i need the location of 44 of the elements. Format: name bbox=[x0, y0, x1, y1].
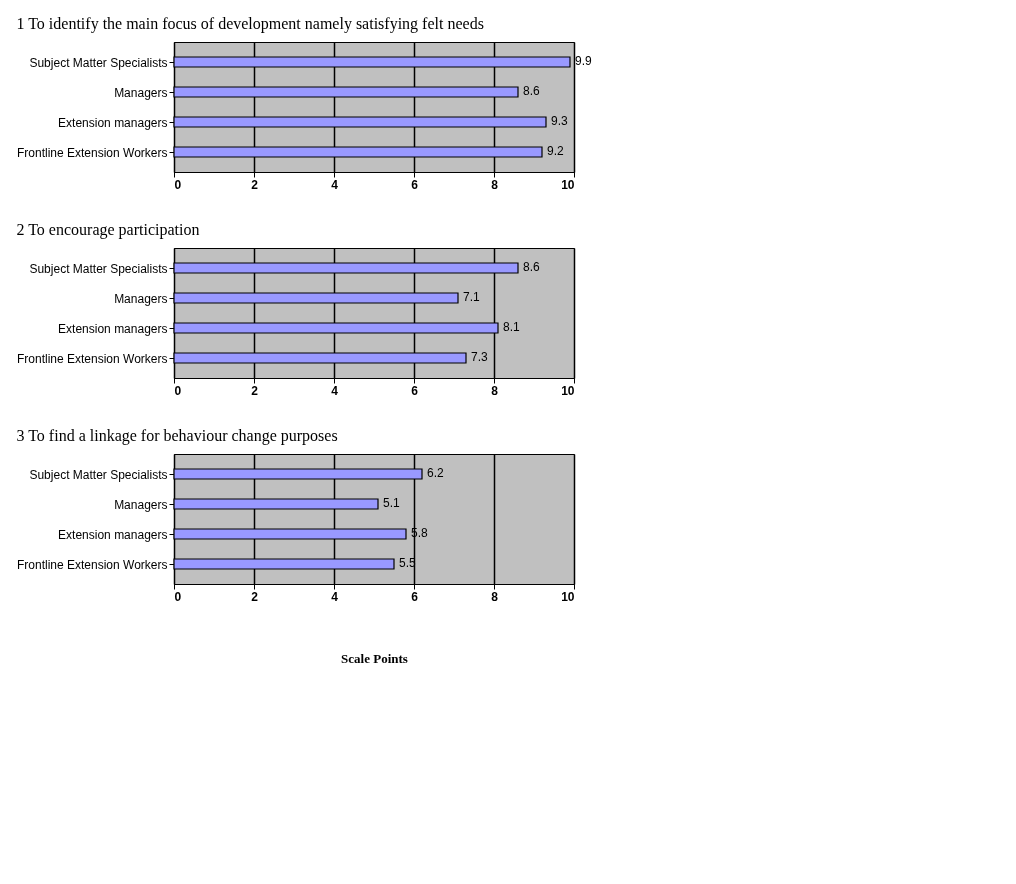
data-label: 8.6 bbox=[523, 260, 541, 274]
data-label: 9.3 bbox=[551, 114, 569, 128]
data-label: 7.3 bbox=[471, 350, 489, 364]
x-tick-label: 6 bbox=[411, 589, 419, 604]
x-tick-label: 10 bbox=[561, 177, 575, 192]
y-tick-label: Managers bbox=[114, 291, 168, 306]
chart-title: 3 To find a linkage for behaviour change purposes bbox=[16, 427, 338, 445]
x-tick-label: 0 bbox=[174, 589, 182, 604]
x-tick-label: 10 bbox=[561, 589, 575, 604]
data-label: 5.1 bbox=[383, 496, 401, 510]
y-tick-label: Extension managers bbox=[58, 115, 168, 130]
y-tick-label: Frontline Extension Workers bbox=[16, 557, 168, 572]
y-tick-label: Subject Matter Specialists bbox=[29, 55, 168, 70]
y-tick-label: Extension managers bbox=[58, 527, 168, 542]
x-tick-label: 4 bbox=[331, 383, 339, 398]
x-tick-label: 8 bbox=[491, 589, 499, 604]
chart-title: 2 To encourage participation bbox=[16, 221, 200, 239]
x-tick-label: 4 bbox=[331, 589, 339, 604]
x-tick-label: 10 bbox=[561, 383, 575, 398]
y-tick-label: Frontline Extension Workers bbox=[16, 145, 168, 160]
x-tick-label: 4 bbox=[331, 177, 339, 192]
data-label: 8.1 bbox=[503, 320, 521, 334]
x-tick-label: 2 bbox=[251, 383, 259, 398]
chart-title: 1 To identify the main focus of development namely satisfying felt needs bbox=[16, 15, 484, 33]
x-tick-label: 2 bbox=[251, 177, 259, 192]
y-tick-label: Managers bbox=[114, 497, 168, 512]
data-label: 8.6 bbox=[523, 84, 541, 98]
x-tick-label: 6 bbox=[411, 383, 419, 398]
data-label: 7.1 bbox=[463, 290, 481, 304]
x-axis-title: Scale Points bbox=[341, 650, 408, 666]
data-label: 9.2 bbox=[547, 144, 565, 158]
y-tick-label: Extension managers bbox=[58, 321, 168, 336]
data-label: 9.9 bbox=[575, 54, 593, 68]
x-tick-label: 6 bbox=[411, 177, 419, 192]
x-tick-label: 2 bbox=[251, 589, 259, 604]
x-tick-label: 8 bbox=[491, 177, 499, 192]
y-tick-label: Managers bbox=[114, 85, 168, 100]
y-tick-label: Subject Matter Specialists bbox=[29, 261, 168, 276]
data-label: 6.2 bbox=[427, 466, 445, 480]
x-tick-label: 0 bbox=[174, 177, 182, 192]
x-tick-label: 8 bbox=[491, 383, 499, 398]
y-tick-label: Subject Matter Specialists bbox=[29, 467, 168, 482]
y-tick-label: Frontline Extension Workers bbox=[16, 351, 168, 366]
x-tick-label: 0 bbox=[174, 383, 182, 398]
